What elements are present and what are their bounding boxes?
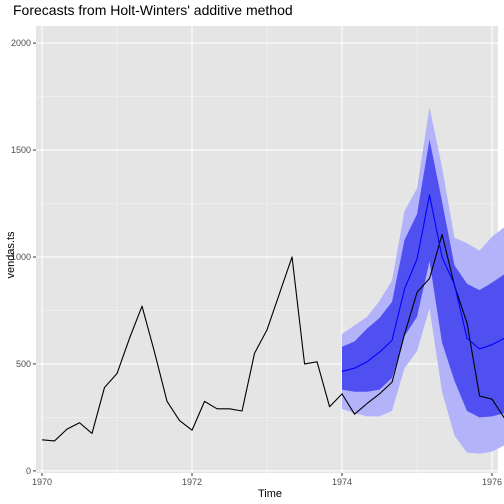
chart-title: Forecasts from Holt-Winters' additive me… bbox=[13, 2, 293, 18]
y-tick-label: 0 bbox=[26, 466, 31, 476]
band-80 bbox=[342, 139, 504, 418]
y-tick-label: 2000 bbox=[11, 38, 31, 48]
forecast-mean-line bbox=[341, 194, 504, 372]
x-tick-label: 1976 bbox=[482, 477, 502, 487]
y-axis-title: vendas.ts bbox=[5, 231, 17, 279]
y-tick-label: 1000 bbox=[11, 252, 31, 262]
x-tick-label: 1972 bbox=[182, 477, 202, 487]
history-line bbox=[41, 233, 504, 442]
y-tick-label: 500 bbox=[16, 359, 31, 369]
axes: 1970 1972 1974 1976 0 500 1000 1500 2000 bbox=[11, 38, 502, 487]
series-lines bbox=[41, 194, 504, 442]
prediction-interval-80 bbox=[342, 139, 504, 418]
x-axis-title: Time bbox=[258, 488, 282, 500]
x-tick-label: 1970 bbox=[32, 477, 52, 487]
x-tick-label: 1974 bbox=[332, 477, 352, 487]
y-tick-label: 1500 bbox=[11, 145, 31, 155]
